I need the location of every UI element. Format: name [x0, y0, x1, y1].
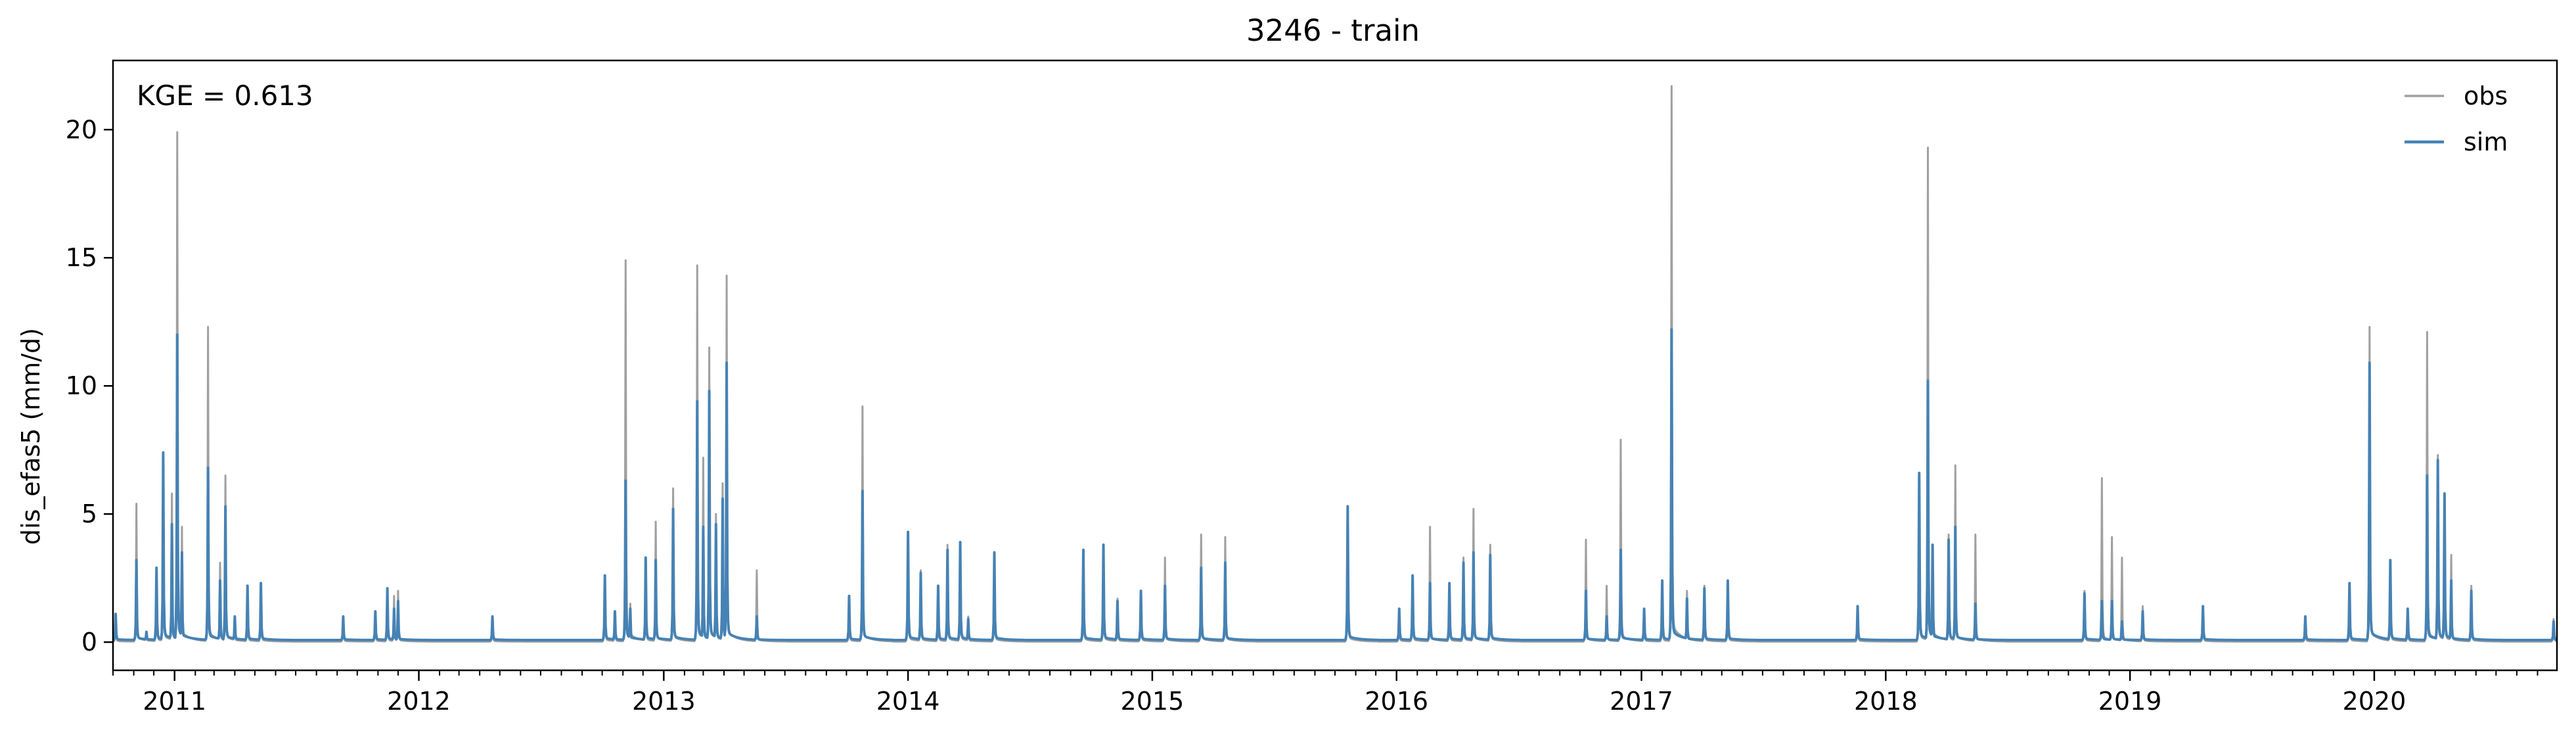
x-tick-label-2012: 2012: [387, 687, 451, 716]
series-line-obs: [112, 85, 2558, 643]
legend-label-sim: sim: [2464, 127, 2508, 156]
legend: obs sim: [2405, 81, 2508, 156]
x-tick-label-2020: 2020: [2343, 687, 2407, 716]
y-tick-label-15: 15: [66, 243, 97, 272]
x-tick-label-2018: 2018: [1854, 687, 1918, 716]
x-tick-label-2016: 2016: [1365, 687, 1428, 716]
plot-area: 0 5 10 15 20 2011 2012 2013 2014 2015 2016 2017 2018…: [66, 59, 2558, 716]
x-tick-label-2015: 2015: [1121, 687, 1185, 716]
y-tick-label-5: 5: [81, 499, 97, 528]
x-tick-label-2013: 2013: [632, 687, 696, 716]
y-tick-label-20: 20: [66, 115, 97, 144]
kge-annotation: KGE = 0.613: [137, 80, 313, 112]
y-tick-label-0: 0: [81, 628, 97, 657]
legend-label-obs: obs: [2464, 81, 2508, 110]
x-tick-label-2014: 2014: [876, 687, 940, 716]
x-tick-label-2017: 2017: [1610, 687, 1673, 716]
series-line-sim: [112, 328, 2558, 641]
y-axis-label: dis_efas5 (mm/d): [16, 328, 45, 545]
chart-title: 3246 - train: [1246, 13, 1420, 48]
plot-background: [113, 60, 2557, 670]
x-tick-label-2011: 2011: [143, 687, 206, 716]
y-tick-label-10: 10: [66, 371, 97, 400]
x-tick-label-2019: 2019: [2098, 687, 2162, 716]
